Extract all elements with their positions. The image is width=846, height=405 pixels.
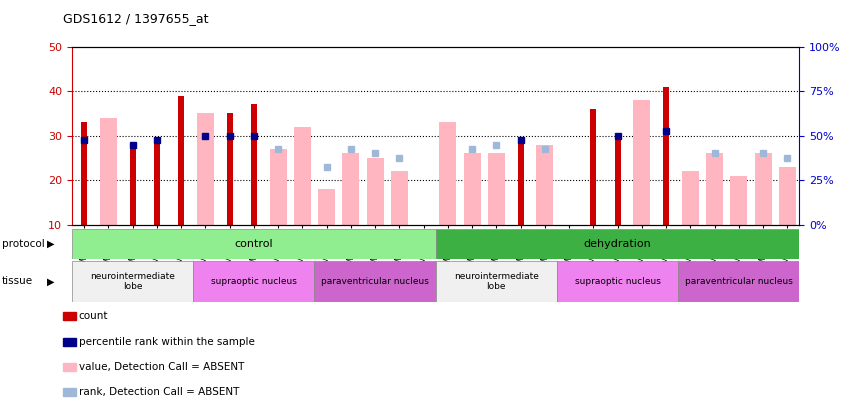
Text: protocol: protocol [2, 239, 45, 249]
Bar [193, 261, 315, 302]
Bar [81, 122, 87, 225]
Bar [682, 171, 699, 225]
Text: tissue: tissue [2, 277, 33, 286]
Bar [518, 140, 524, 225]
Bar [294, 127, 310, 225]
Bar [706, 153, 723, 225]
Text: supraoptic nucleus: supraoptic nucleus [211, 277, 297, 286]
Bar [755, 153, 772, 225]
Text: count: count [79, 311, 108, 322]
Bar [63, 388, 76, 396]
Text: paraventricular nucleus: paraventricular nucleus [321, 277, 429, 286]
Bar [315, 261, 436, 302]
Bar [436, 229, 799, 259]
Text: ▶: ▶ [47, 277, 54, 286]
Bar [391, 171, 408, 225]
Bar [614, 136, 621, 225]
Bar [63, 312, 76, 320]
Bar [464, 153, 481, 225]
Bar [557, 261, 678, 302]
Bar [366, 158, 383, 225]
Bar [318, 189, 335, 225]
Text: control: control [234, 239, 273, 249]
Text: neurointermediate
lobe: neurointermediate lobe [454, 272, 539, 291]
Text: value, Detection Call = ABSENT: value, Detection Call = ABSENT [79, 362, 244, 372]
Bar [343, 153, 360, 225]
Bar [129, 145, 135, 225]
Bar [536, 145, 553, 225]
Bar [63, 363, 76, 371]
Bar [250, 104, 257, 225]
Bar [663, 87, 669, 225]
Text: paraventricular nucleus: paraventricular nucleus [685, 277, 793, 286]
Bar [178, 96, 184, 225]
Bar [197, 113, 214, 225]
Text: supraoptic nucleus: supraoptic nucleus [574, 277, 661, 286]
Text: GDS1612 / 1397655_at: GDS1612 / 1397655_at [63, 12, 209, 25]
Bar [72, 261, 193, 302]
Bar [436, 261, 557, 302]
Text: percentile rank within the sample: percentile rank within the sample [79, 337, 255, 347]
Bar [72, 229, 436, 259]
Bar [779, 167, 796, 225]
Bar [634, 100, 651, 225]
Bar [591, 109, 596, 225]
Bar [678, 261, 799, 302]
Bar [730, 176, 747, 225]
Bar [63, 338, 76, 346]
Text: rank, Detection Call = ABSENT: rank, Detection Call = ABSENT [79, 387, 239, 397]
Text: neurointermediate
lobe: neurointermediate lobe [91, 272, 175, 291]
Bar [227, 113, 233, 225]
Bar [100, 118, 117, 225]
Text: dehydration: dehydration [584, 239, 651, 249]
Bar [439, 122, 456, 225]
Text: ▶: ▶ [47, 239, 54, 249]
Bar [488, 153, 505, 225]
Bar [270, 149, 287, 225]
Bar [154, 140, 160, 225]
